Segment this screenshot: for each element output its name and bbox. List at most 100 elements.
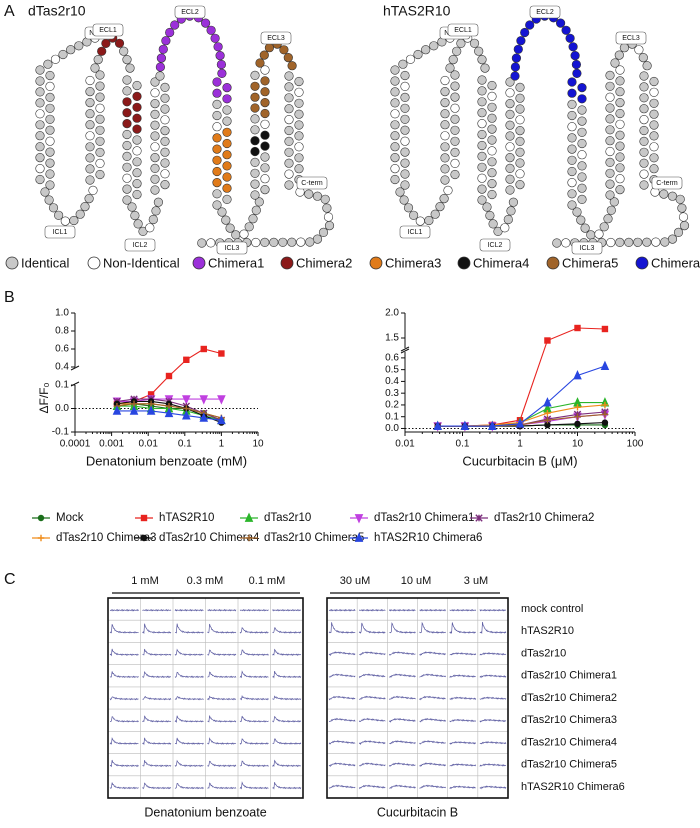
residue bbox=[515, 104, 525, 114]
residue bbox=[132, 124, 142, 134]
residue bbox=[260, 237, 270, 247]
residue bbox=[639, 114, 649, 125]
residue bbox=[552, 238, 562, 248]
residue bbox=[567, 99, 577, 109]
y-tick-label: 1.5 bbox=[385, 333, 399, 344]
residue bbox=[122, 97, 132, 107]
residue bbox=[567, 144, 577, 154]
residue bbox=[469, 38, 480, 48]
residue bbox=[250, 168, 260, 178]
residue bbox=[395, 187, 405, 197]
data-point bbox=[601, 325, 609, 333]
residue bbox=[609, 197, 619, 207]
residue bbox=[283, 52, 293, 63]
data-point bbox=[573, 370, 582, 380]
residue bbox=[439, 194, 449, 204]
trace bbox=[389, 784, 416, 789]
data-point bbox=[182, 395, 191, 405]
x-tick-label: 1 bbox=[219, 439, 225, 450]
residue bbox=[248, 214, 258, 224]
residue bbox=[85, 175, 95, 185]
residue bbox=[35, 76, 45, 86]
legend-marker bbox=[354, 532, 364, 542]
residue bbox=[567, 133, 577, 143]
trace bbox=[358, 608, 386, 612]
residue bbox=[500, 223, 510, 233]
residue bbox=[487, 102, 497, 112]
data-point bbox=[146, 405, 156, 415]
residue bbox=[279, 45, 289, 55]
trace bbox=[389, 622, 416, 634]
residue bbox=[619, 43, 630, 53]
residue bbox=[615, 97, 625, 108]
residue bbox=[225, 223, 235, 233]
residue bbox=[515, 115, 525, 125]
residue bbox=[132, 157, 142, 167]
label-box bbox=[615, 31, 647, 45]
row-label: dTas2r10 Chimera2 bbox=[521, 692, 617, 704]
trace bbox=[142, 671, 172, 679]
residue bbox=[284, 104, 294, 114]
y-tick-label: 0.6 bbox=[385, 353, 399, 364]
residue bbox=[95, 169, 105, 180]
residue bbox=[599, 222, 609, 232]
residue bbox=[577, 116, 587, 126]
domain-label: ICL2 bbox=[488, 242, 503, 249]
residue bbox=[122, 184, 132, 194]
residue bbox=[649, 109, 659, 119]
y-axis-title: ΔF/F₀ bbox=[37, 382, 51, 413]
trace bbox=[328, 673, 356, 678]
data-point bbox=[544, 337, 551, 344]
residue bbox=[212, 178, 222, 188]
trace bbox=[479, 609, 507, 612]
row-label: mock control bbox=[521, 603, 583, 615]
legend-label: dTas2r10 Chimera2 bbox=[494, 512, 594, 524]
residue bbox=[160, 147, 170, 157]
y-tick-label: 0.1 bbox=[385, 411, 399, 422]
trace bbox=[174, 671, 204, 679]
residue bbox=[45, 169, 55, 179]
residue bbox=[505, 174, 515, 184]
x-tick-label: 10 bbox=[572, 439, 584, 450]
residue bbox=[390, 164, 400, 174]
x-tick-label: 0.01 bbox=[138, 439, 158, 450]
x-tick-label: 0.001 bbox=[99, 439, 124, 450]
residue bbox=[515, 93, 525, 103]
residue bbox=[487, 189, 497, 200]
legend-swatch bbox=[546, 256, 560, 270]
residue bbox=[443, 185, 453, 195]
residue bbox=[615, 76, 625, 86]
trace bbox=[109, 696, 139, 701]
residue bbox=[259, 50, 269, 60]
residue bbox=[487, 80, 497, 91]
residue bbox=[160, 93, 170, 103]
residue bbox=[649, 164, 659, 174]
residue bbox=[390, 109, 400, 119]
trace bbox=[328, 740, 356, 745]
residue bbox=[424, 215, 434, 226]
legend-marker bbox=[245, 534, 253, 542]
trace bbox=[479, 740, 507, 745]
residue bbox=[217, 68, 227, 78]
residue bbox=[520, 27, 530, 38]
residue bbox=[212, 99, 222, 109]
residue bbox=[515, 82, 525, 92]
trace bbox=[328, 651, 356, 657]
residue bbox=[284, 93, 294, 103]
trace bbox=[328, 784, 356, 789]
residue bbox=[577, 94, 587, 104]
residue bbox=[322, 203, 332, 213]
y-tick-label: 0.1 bbox=[55, 380, 69, 391]
residue bbox=[132, 179, 142, 189]
residue bbox=[250, 136, 260, 146]
residue bbox=[151, 206, 161, 216]
domain-label: ICL1 bbox=[408, 229, 423, 236]
label-box bbox=[529, 5, 561, 19]
residue bbox=[642, 237, 652, 247]
residue bbox=[561, 25, 571, 35]
label-box bbox=[447, 23, 479, 37]
residue bbox=[586, 230, 596, 240]
data-point bbox=[199, 395, 209, 405]
residue bbox=[477, 140, 487, 151]
